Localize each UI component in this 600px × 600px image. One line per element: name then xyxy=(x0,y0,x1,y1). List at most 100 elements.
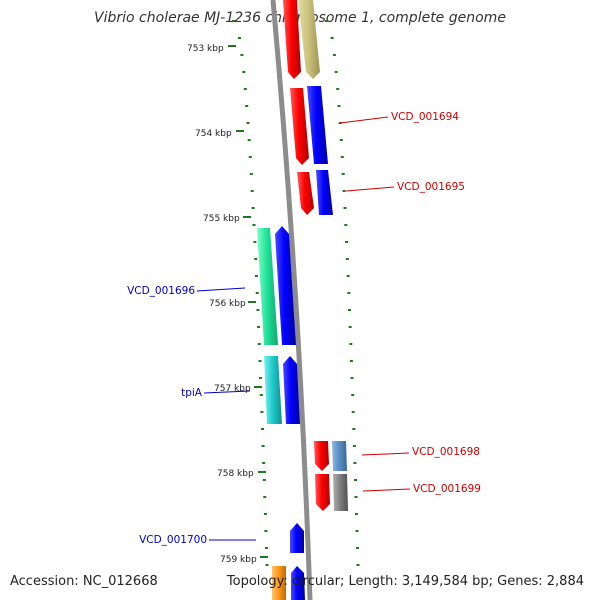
scale-tick-755: 755 kbp xyxy=(203,214,251,224)
gene-label-vcd-001694[interactable]: VCD_001694 xyxy=(339,111,459,124)
gene-feature-vcd-001695-red[interactable] xyxy=(297,172,314,215)
guide-dot-right xyxy=(348,309,351,311)
gene-feature-forward-blue-2[interactable] xyxy=(283,356,300,424)
gene-feature-bottom-blue[interactable] xyxy=(291,566,305,600)
guide-dot-left xyxy=(263,513,267,515)
guide-dot-right xyxy=(355,530,359,532)
guide-dot-left xyxy=(240,54,244,56)
guide-dot-left xyxy=(259,377,263,379)
gene-label-text[interactable]: VCD_001694 xyxy=(391,111,459,123)
guide-dot-right xyxy=(350,377,354,379)
guide-dot-right xyxy=(351,394,355,396)
guide-dot-left xyxy=(243,88,247,90)
guide-dot-left xyxy=(249,173,253,175)
guide-dot-right xyxy=(330,37,334,39)
topology-label: Topology: circular; Length: 3,149,584 bp… xyxy=(226,574,584,589)
scale-tick-754: 754 kbp xyxy=(195,129,244,139)
gene-label-vcd-001698[interactable]: VCD_001698 xyxy=(361,446,480,458)
guide-dot-right xyxy=(349,343,353,345)
gene-label-vcd-001696[interactable]: VCD_001696 xyxy=(127,285,246,297)
gene-feature-vcd-001698-steel[interactable] xyxy=(332,441,347,471)
gene-label-text[interactable]: VCD_001700 xyxy=(139,534,207,546)
gene-feature-vcd-001698-red[interactable] xyxy=(314,441,329,471)
guide-dot-left xyxy=(254,258,258,260)
guide-dot-right xyxy=(345,241,349,243)
guide-dot-right xyxy=(345,258,349,260)
guide-dot-left xyxy=(259,394,263,396)
gene-feature-vcd-001696[interactable] xyxy=(257,228,278,345)
guide-dot-right xyxy=(339,139,343,141)
scale-tick-label: 753 kbp xyxy=(187,44,224,54)
gene-feature-top-khaki[interactable] xyxy=(298,0,320,79)
gene-feature-vcd-001699-red[interactable] xyxy=(315,474,330,511)
guide-dot-right xyxy=(349,360,353,362)
gene-feature-vcd-001694-blue[interactable] xyxy=(307,86,328,164)
guide-dot-right xyxy=(351,411,355,413)
scale-tick-label: 756 kbp xyxy=(209,299,246,309)
gene-label-text[interactable]: tpiA xyxy=(181,387,203,399)
guide-dot-left xyxy=(252,224,256,226)
guide-dot-right xyxy=(334,71,338,73)
scale-tick-label: 754 kbp xyxy=(195,129,232,139)
map-title: Vibrio cholerae MJ-1236 chromosome 1, co… xyxy=(94,10,506,26)
guide-dot-right xyxy=(354,496,358,498)
gene-label-vcd-001699[interactable]: VCD_001699 xyxy=(362,483,481,495)
guide-dot-right xyxy=(346,275,350,277)
gene-feature-vcd-001699-gray[interactable] xyxy=(333,474,348,511)
gene-feature-top-red[interactable] xyxy=(283,0,301,79)
guide-dot-left xyxy=(261,428,264,430)
guide-dot-left xyxy=(264,530,268,532)
guide-dot-left xyxy=(246,122,250,124)
guide-dot-right xyxy=(337,105,341,107)
gene-label-text[interactable]: VCD_001699 xyxy=(413,483,481,495)
gene-label-text[interactable]: VCD_001695 xyxy=(397,181,465,193)
guide-dot-left xyxy=(237,37,241,39)
gene-feature-bottom-orange[interactable] xyxy=(272,566,286,600)
guide-dot-left xyxy=(257,343,261,345)
guide-dot-left xyxy=(262,462,266,464)
scale-tick-label: 758 kbp xyxy=(217,469,254,479)
genome-backbone xyxy=(270,0,313,600)
guide-dot-left xyxy=(256,309,260,311)
guide-dot-left xyxy=(263,496,267,498)
gene-feature-tpia[interactable] xyxy=(264,356,282,424)
guide-dot-left xyxy=(261,445,265,447)
guide-dot-right xyxy=(343,207,347,209)
guide-dot-left xyxy=(251,207,255,209)
gene-feature-vcd-001695-blue[interactable] xyxy=(316,170,333,215)
scale-tick-label: 757 kbp xyxy=(214,384,251,394)
scale-tick-756: 756 kbp xyxy=(209,299,256,309)
gene-feature-vcd-001700[interactable] xyxy=(290,523,304,553)
gene-label-vcd-001700[interactable]: VCD_001700 xyxy=(139,534,256,546)
guide-dot-left xyxy=(253,241,257,243)
guide-dot-right xyxy=(340,156,344,158)
left-guide-dots xyxy=(232,20,269,566)
gene-feature-forward-blue-1[interactable] xyxy=(275,226,296,345)
guide-dot-left xyxy=(232,20,235,22)
gene-label-vcd-001695[interactable]: VCD_001695 xyxy=(345,181,465,193)
gene-label-tpia[interactable]: tpiA xyxy=(181,387,251,399)
guide-dot-left xyxy=(250,190,254,192)
gene-label-text[interactable]: VCD_001698 xyxy=(412,446,480,458)
scale-tick-757: 757 kbp xyxy=(214,384,262,394)
right-guide-dots xyxy=(325,20,360,566)
guide-dot-right xyxy=(344,224,348,226)
guide-dot-right xyxy=(347,292,351,294)
guide-dot-right xyxy=(348,326,352,328)
guide-dot-left xyxy=(260,411,264,413)
guide-dot-right xyxy=(356,547,359,549)
accession-label: Accession: NC_012668 xyxy=(10,574,158,589)
scale-tick-753: 753 kbp xyxy=(187,44,236,54)
guide-dot-left xyxy=(248,156,252,158)
gene-label-text[interactable]: VCD_001696 xyxy=(127,285,195,297)
guide-dot-left xyxy=(242,71,246,73)
guide-dot-right xyxy=(332,54,336,56)
guide-dot-right xyxy=(341,173,345,175)
guide-dot-right xyxy=(353,462,357,464)
scale-tick-759: 759 kbp xyxy=(220,555,268,565)
guide-dot-left xyxy=(262,479,266,481)
guide-dot-left xyxy=(254,275,258,277)
guide-dot-right xyxy=(352,428,356,430)
gene-feature-vcd-001694-red[interactable] xyxy=(290,88,309,165)
